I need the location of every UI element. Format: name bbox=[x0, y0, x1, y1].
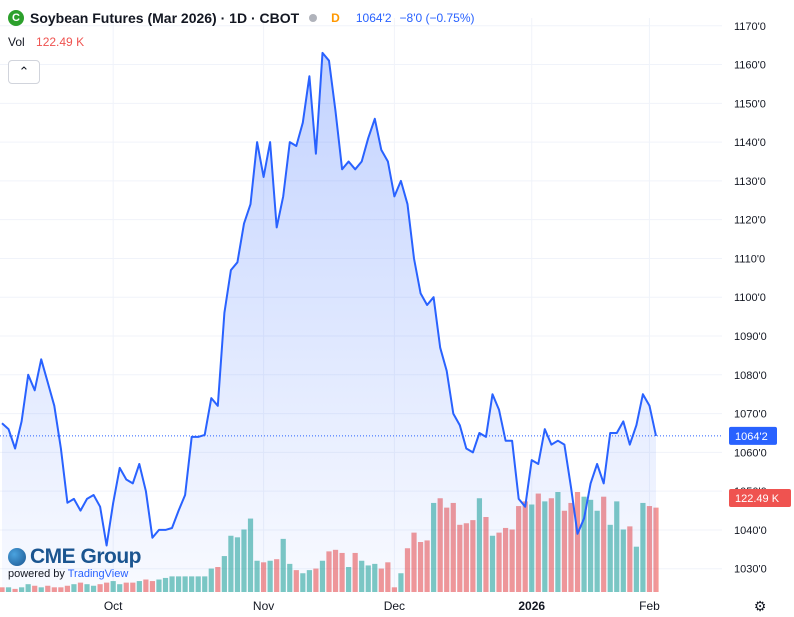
x-tick-label: 2026 bbox=[518, 599, 545, 613]
cme-logo-text: CME Group bbox=[30, 545, 142, 568]
y-tick-label: 1030'0 bbox=[734, 564, 767, 576]
price-change: −8'0 (−0.75%) bbox=[399, 11, 475, 25]
price-tag-bg bbox=[729, 426, 777, 445]
price-area-fill bbox=[2, 52, 656, 592]
gear-icon: ⚙ bbox=[753, 597, 767, 614]
y-tick-label: 1090'0 bbox=[734, 331, 767, 343]
x-tick-label: Dec bbox=[384, 599, 405, 613]
y-tick-label: 1110'0 bbox=[734, 253, 765, 265]
delayed-flag[interactable]: D bbox=[331, 11, 340, 25]
y-tick-label: 1130'0 bbox=[734, 176, 766, 188]
price-line bbox=[0, 51, 722, 547]
chevron-up-icon: ⌃ bbox=[18, 64, 30, 79]
y-tick-label: 1120'0 bbox=[734, 215, 766, 227]
axis-tags: 1064'2 122.49 K bbox=[729, 426, 791, 507]
volume-value: 122.49 K bbox=[36, 35, 85, 49]
collapse-legend-button[interactable]: ⌃ bbox=[8, 60, 40, 84]
chart-header: C Soybean Futures (Mar 2026) · 1D · CBOT… bbox=[8, 8, 475, 28]
y-tick-label: 1140'0 bbox=[734, 137, 766, 149]
symbol-title[interactable]: Soybean Futures (Mar 2026) · 1D · CBOT bbox=[30, 10, 300, 26]
symbol-logo-icon: C bbox=[8, 10, 24, 26]
price-line-path bbox=[1, 51, 657, 547]
y-tick-label: 1100'0 bbox=[734, 292, 766, 304]
y-tick-label: 1070'0 bbox=[734, 409, 767, 421]
y-tick-label: 1150'0 bbox=[734, 98, 766, 110]
tradingview-link[interactable]: TradingView bbox=[67, 568, 129, 580]
price-area bbox=[2, 52, 656, 592]
volume-tag-bg bbox=[729, 489, 791, 507]
x-tick-label: Feb bbox=[639, 599, 660, 613]
y-tick-label: 1080'0 bbox=[734, 370, 767, 382]
market-status-icon[interactable] bbox=[309, 14, 318, 22]
volume-legend: Vol 122.49 K bbox=[8, 35, 84, 49]
powered-by[interactable]: powered by TradingView bbox=[8, 568, 141, 580]
x-tick-label: Oct bbox=[104, 599, 123, 613]
price-tag-label: 1064'2 bbox=[735, 431, 768, 443]
y-tick-label: 1160'0 bbox=[734, 60, 766, 72]
volume-tag-label: 122.49 K bbox=[735, 493, 780, 505]
volume-label: Vol bbox=[8, 35, 25, 49]
settings-button[interactable]: ⚙ bbox=[752, 598, 768, 614]
y-tick-label: 1170'0 bbox=[734, 21, 766, 33]
globe-icon bbox=[8, 548, 26, 566]
powered-by-label: powered by bbox=[8, 568, 65, 580]
x-tick-label: Nov bbox=[253, 599, 274, 613]
y-tick-label: 1060'0 bbox=[734, 447, 767, 459]
y-tick-label: 1040'0 bbox=[734, 525, 767, 537]
last-price: 1064'2 bbox=[355, 11, 392, 25]
cme-logo[interactable]: CME Group bbox=[8, 545, 142, 569]
branding: CME Group powered by TradingView bbox=[8, 545, 142, 580]
